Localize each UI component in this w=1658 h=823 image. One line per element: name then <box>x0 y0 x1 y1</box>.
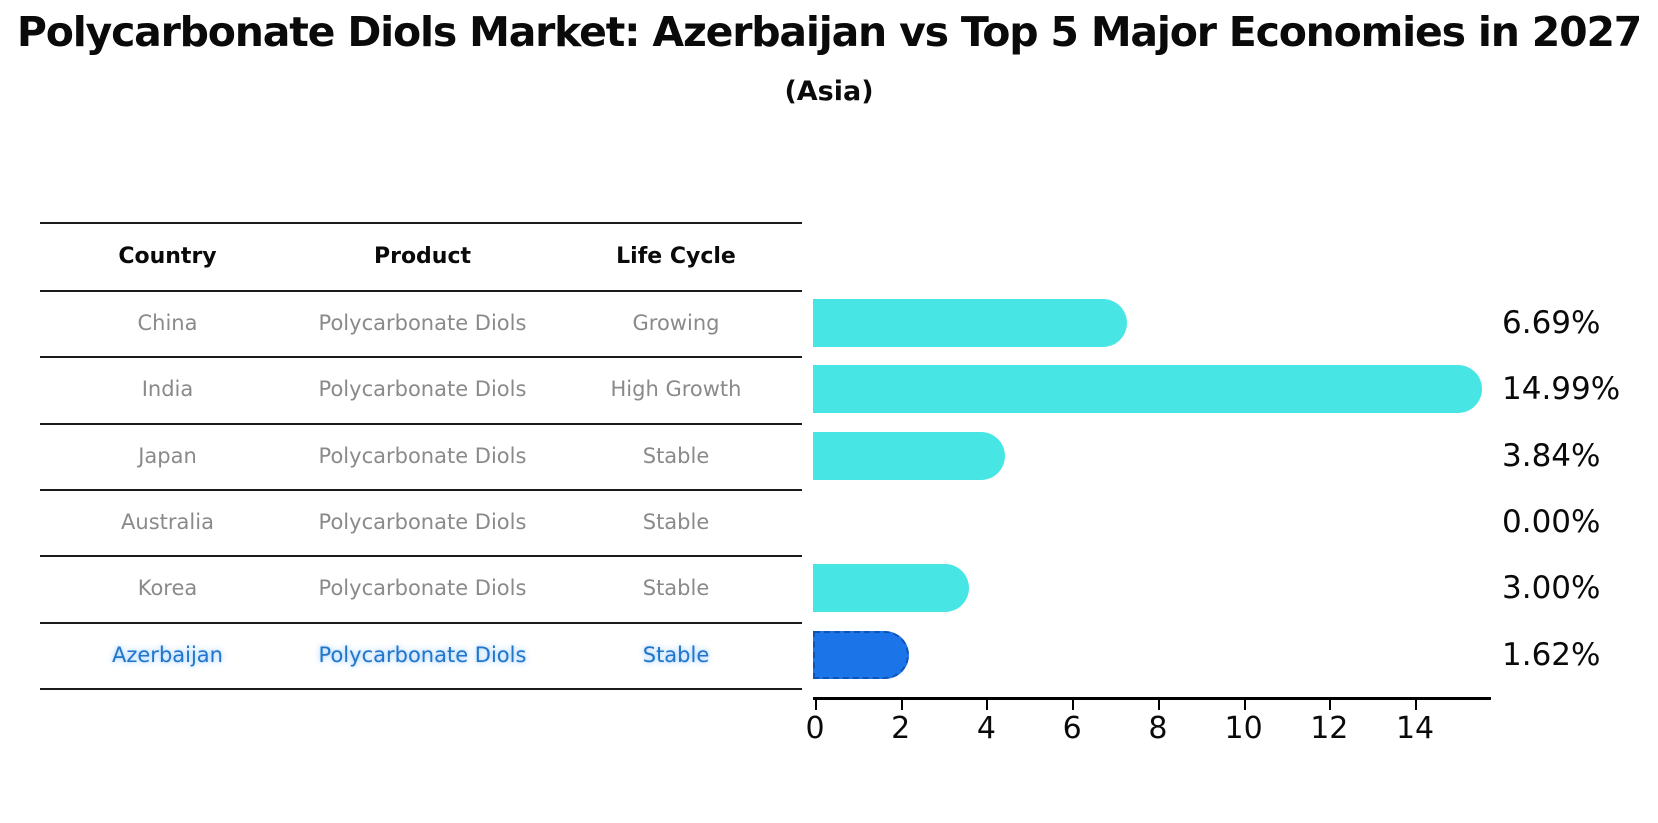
x-axis-tick <box>1072 700 1075 710</box>
chart-subtitle: (Asia) <box>784 76 874 107</box>
table-cell-life-cycle: Stable <box>642 643 710 667</box>
x-axis-tick-label: 8 <box>1148 711 1168 746</box>
table-cell-life-cycle: Stable <box>642 444 710 468</box>
x-axis-tick <box>1415 700 1418 710</box>
column-header-life-cycle: Life Cycle <box>616 243 736 269</box>
x-axis-tick-label: 10 <box>1224 711 1263 746</box>
x-axis-tick <box>1329 700 1332 710</box>
x-axis-tick <box>986 700 989 710</box>
value-label-korea: 3.00% <box>1502 570 1601 606</box>
bar-china <box>813 299 1127 347</box>
column-header-product: Product <box>373 243 472 269</box>
table-separator-line <box>40 356 802 358</box>
x-axis-tick-label: 12 <box>1310 711 1349 746</box>
bar-japan <box>813 432 1005 480</box>
table-cell-life-cycle: Growing <box>632 311 720 335</box>
x-axis-tick-label: 0 <box>805 711 825 746</box>
bar-india <box>813 365 1482 413</box>
value-label-china: 6.69% <box>1502 305 1601 341</box>
table-separator-line <box>40 622 802 624</box>
x-axis-tick-label: 6 <box>1062 711 1082 746</box>
table-cell-product: Polycarbonate Diols <box>318 576 527 600</box>
table-cell-product: Polycarbonate Diols <box>318 643 527 667</box>
x-axis-tick <box>815 700 817 710</box>
value-label-azerbaijan: 1.62% <box>1502 637 1601 673</box>
table-cell-country: Korea <box>137 576 198 600</box>
table-separator-line <box>40 555 802 557</box>
bar-azerbaijan <box>813 631 909 679</box>
value-label-japan: 3.84% <box>1502 438 1601 474</box>
x-axis-tick-label: 2 <box>891 711 911 746</box>
table-cell-country: Azerbaijan <box>112 643 223 667</box>
table-cell-life-cycle: Stable <box>642 510 710 534</box>
value-label-india: 14.99% <box>1502 371 1621 407</box>
column-header-country: Country <box>118 243 217 269</box>
x-axis-line <box>813 697 1491 700</box>
bar-korea <box>813 564 969 612</box>
chart-title: Polycarbonate Diols Market: Azerbaijan v… <box>16 8 1642 56</box>
table-separator-line <box>40 489 802 491</box>
table-separator-line <box>40 222 802 224</box>
x-axis-tick <box>1157 700 1160 710</box>
table-cell-country: Japan <box>138 444 197 468</box>
table-cell-product: Polycarbonate Diols <box>318 510 527 534</box>
table-cell-product: Polycarbonate Diols <box>318 377 527 401</box>
table-cell-country: China <box>137 311 198 335</box>
table-cell-country: Australia <box>121 510 214 534</box>
table-cell-life-cycle: Stable <box>642 576 710 600</box>
x-axis-tick <box>900 700 903 710</box>
x-axis-tick-label: 14 <box>1395 711 1435 746</box>
table-cell-life-cycle: High Growth <box>610 377 742 401</box>
x-axis-tick-label: 4 <box>976 711 996 746</box>
table-cell-product: Polycarbonate Diols <box>318 444 527 468</box>
table-cell-product: Polycarbonate Diols <box>318 311 527 335</box>
table-cell-country: India <box>141 377 194 401</box>
table-separator-line <box>40 423 802 425</box>
value-label-australia: 0.00% <box>1502 504 1601 540</box>
x-axis-tick <box>1243 700 1246 710</box>
table-separator-line <box>40 688 802 690</box>
table-separator-line <box>40 290 802 292</box>
